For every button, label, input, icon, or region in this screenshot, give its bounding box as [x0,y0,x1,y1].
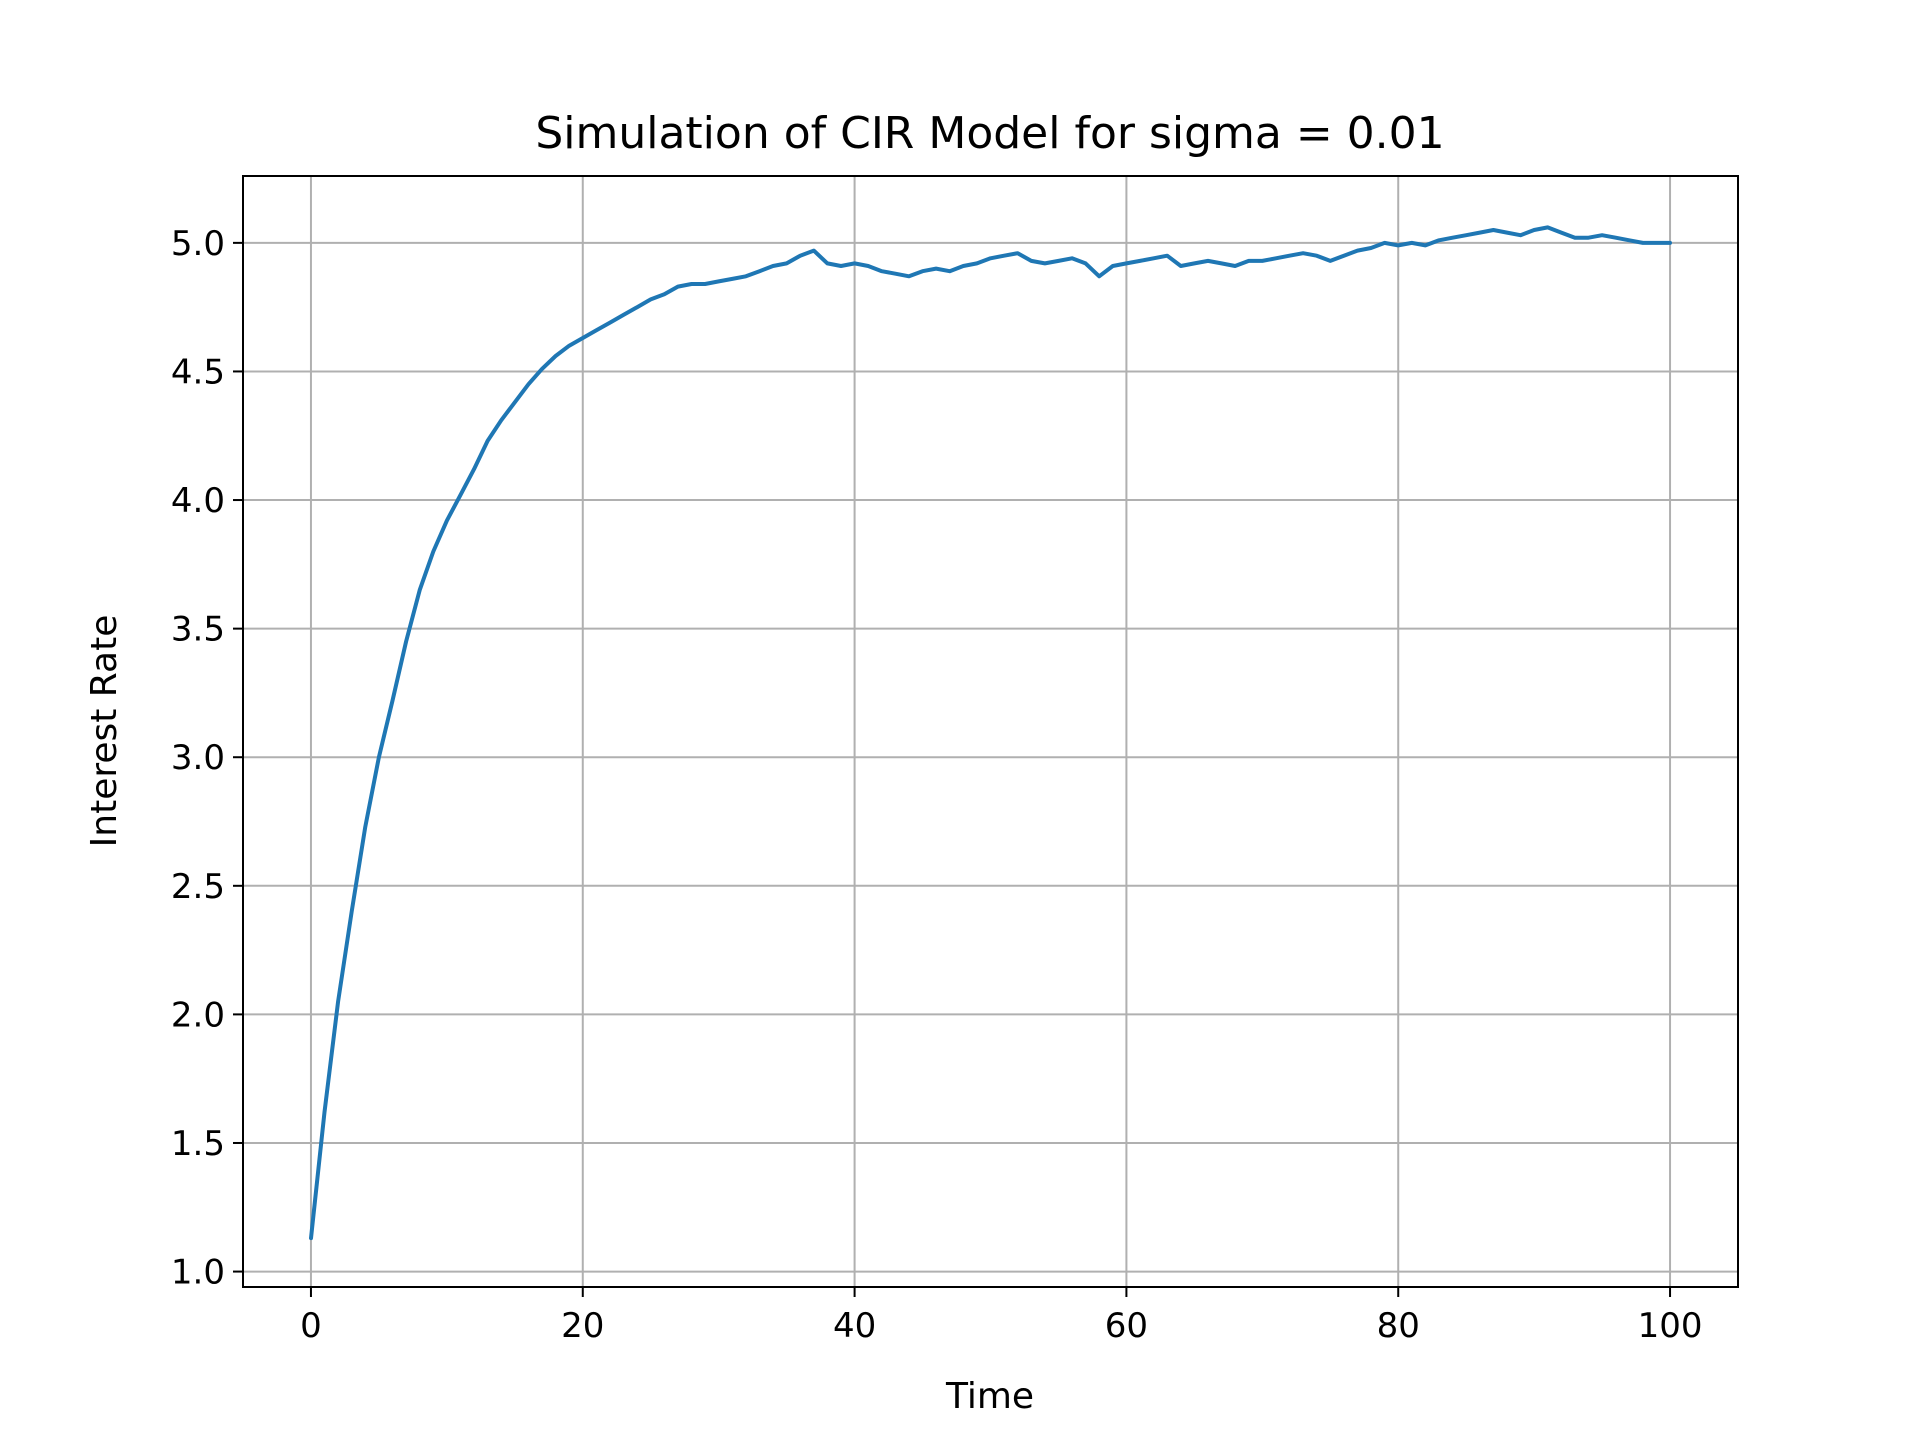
y-axis-label: Interest Rate [84,615,125,848]
x-tick-label: 80 [1377,1306,1420,1346]
tick-layer: 0 20 40 60 80 100 1.0 1.5 2.0 2.5 3.0 3.5 4.0 4.5 5.0 [171,224,1703,1346]
y-tick-label: 5.0 [171,224,225,264]
y-tick-label: 3.5 [171,610,225,650]
interest-rate-line [309,225,1672,1241]
y-tick-label: 1.5 [171,1124,225,1164]
y-tick-label: 2.0 [171,995,225,1035]
y-tick-label: 4.0 [171,481,225,521]
plot-frame [242,175,1739,1288]
x-tick-label: 100 [1638,1306,1703,1346]
x-axis-label: Time [945,1376,1034,1417]
y-tick-label: 2.5 [171,867,225,907]
x-tick-label: 20 [561,1306,604,1346]
y-tick-label: 1.0 [171,1253,225,1293]
chart-title: Simulation of CIR Model for sigma = 0.01 [535,108,1444,159]
x-tick-label: 40 [833,1306,876,1346]
series-layer [309,225,1672,1241]
y-tick-label: 3.0 [171,738,225,778]
y-tick-label: 4.5 [171,352,225,392]
x-tick-label: 0 [300,1306,322,1346]
x-tick-label: 60 [1105,1306,1148,1346]
grid-layer [243,176,1738,1287]
